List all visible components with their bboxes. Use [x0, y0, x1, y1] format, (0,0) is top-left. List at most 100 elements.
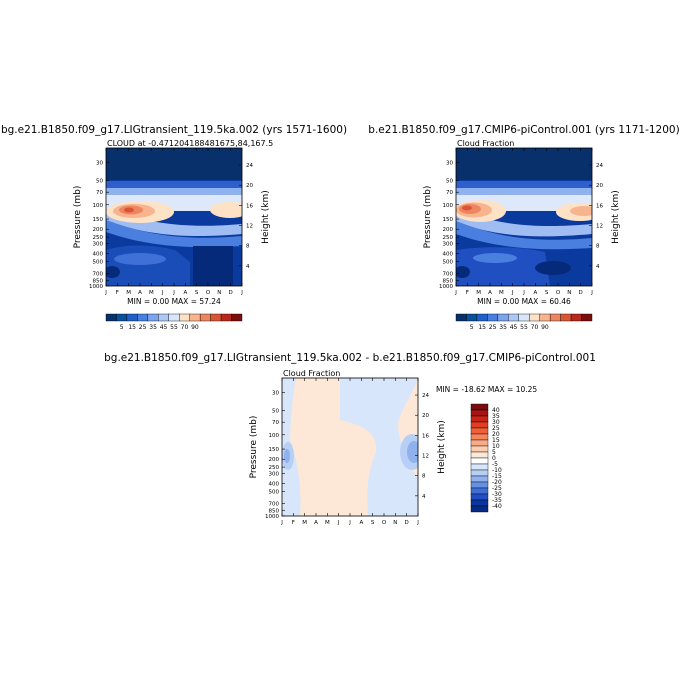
x-tick-label: M	[126, 290, 131, 296]
x-tick-label: A	[138, 290, 142, 296]
x-tick-label: N	[217, 290, 221, 296]
x-tick-label: J	[511, 290, 514, 296]
x-tick-label: J	[240, 290, 243, 296]
y-tick-label: 500	[93, 260, 104, 266]
y-tick-label: 200	[443, 227, 454, 233]
y-tick-label: 400	[443, 252, 454, 258]
stats-label: MIN = 0.00 MAX = 57.24	[127, 297, 221, 306]
contour-field	[282, 378, 418, 516]
y-tick-label: 1000	[89, 284, 103, 290]
colorbar-swatch	[231, 313, 243, 322]
colorbar-label: -40	[492, 503, 502, 510]
colorbar-swatch	[470, 415, 489, 423]
stats-label: MIN = 0.00 MAX = 60.46	[477, 297, 571, 306]
colorbar-label: -25	[492, 485, 502, 492]
colorbar-swatch	[470, 487, 489, 495]
colorbar-swatch	[497, 313, 509, 322]
x-tick-label: A	[183, 290, 187, 296]
colorbar-swatch	[470, 475, 489, 483]
colorbar-label: 25	[492, 425, 500, 432]
colorbar-label: 25	[489, 324, 497, 331]
y-axis-label: Pressure (mb)	[423, 186, 433, 249]
y2-tick-label: 12	[596, 224, 603, 230]
colorbar-swatch	[116, 313, 128, 322]
y-tick-label: 70	[96, 190, 103, 196]
colorbar-label: 70	[181, 324, 189, 331]
panel-title: bg.e21.B1850.f09_g17.LIGtransient_119.5k…	[1, 124, 347, 136]
colorbar-label: 40	[492, 407, 500, 414]
y-tick-label: 100	[269, 433, 280, 439]
colorbar-label: -15	[492, 473, 502, 480]
x-tick-label: F	[116, 290, 119, 296]
y-tick-label: 400	[93, 252, 104, 258]
colorbar-label: 35	[499, 324, 507, 331]
colorbar-swatch	[560, 313, 572, 322]
colorbar-swatch	[549, 313, 561, 322]
colorbar-swatch	[168, 313, 180, 322]
colorbar-label: 5	[470, 324, 474, 331]
colorbar-label: 15	[492, 437, 500, 444]
y-tick-label: 300	[269, 472, 280, 478]
y-tick-label: 100	[93, 203, 104, 209]
x-tick-label: O	[556, 290, 561, 296]
colorbar-label: 10	[492, 443, 500, 450]
axes-layer: J F M A M J J A S O N D J305070100150200250300400500…	[89, 148, 603, 526]
y2-tick-label: 24	[422, 393, 429, 399]
colorbar-swatch	[470, 445, 489, 453]
x-tick-label: M	[302, 520, 307, 526]
x-tick-label: J	[172, 290, 175, 296]
colorbar-abs-2: 5 15 25 35 45 55 70 90	[455, 313, 593, 331]
y-tick-label: 150	[93, 217, 104, 223]
x-tick-label: A	[359, 520, 363, 526]
y2-tick-label: 24	[596, 163, 603, 169]
colorbar-swatch	[220, 313, 232, 322]
x-tick-label: O	[382, 520, 387, 526]
colorbar-swatch	[470, 481, 489, 489]
colorbar-label: -10	[492, 467, 502, 474]
y2-tick-label: 20	[422, 413, 429, 419]
colorbar-swatch	[470, 499, 489, 507]
x-tick-label: J	[416, 520, 419, 526]
y2-tick-label: 24	[246, 163, 253, 169]
colorbar-swatch	[158, 313, 169, 322]
y2-tick-label: 16	[596, 203, 603, 209]
y2-tick-label: 20	[596, 183, 603, 189]
colorbar-swatch	[470, 469, 489, 477]
colorbar-swatch	[470, 505, 489, 513]
colorbar-swatch	[455, 313, 467, 322]
colorbar-swatch	[470, 439, 489, 447]
x-tick-label: J	[590, 290, 593, 296]
colorbar-label: 70	[531, 324, 539, 331]
y2-axis-label: Height (km)	[261, 190, 271, 244]
panel-title: bg.e21.B1850.f09_g17.LIGtransient_119.5k…	[104, 352, 596, 364]
x-tick-label: J	[104, 290, 107, 296]
colorbar-swatch	[529, 313, 540, 322]
colorbar-swatch	[508, 313, 519, 322]
colorbar-swatch	[470, 409, 489, 417]
y-tick-label: 250	[93, 235, 104, 241]
y-tick-label: 150	[269, 447, 280, 453]
y2-axis-label: Height (km)	[437, 420, 447, 474]
y2-tick-label: 12	[246, 224, 253, 230]
y-tick-label: 850	[93, 278, 104, 284]
y-tick-label: 30	[96, 160, 103, 166]
colorbar-swatch	[487, 313, 499, 322]
x-tick-label: O	[206, 290, 211, 296]
x-tick-label: J	[348, 520, 351, 526]
y2-tick-label: 8	[246, 244, 250, 250]
x-tick-label: M	[149, 290, 154, 296]
y2-tick-label: 20	[246, 183, 253, 189]
colorbar-swatch	[581, 313, 593, 322]
colorbar-swatch	[199, 313, 211, 322]
colorbars-layer: 5 15 25 35 45 55 70 90 5 15 25 35 45 55 70 904035302520…	[105, 313, 593, 513]
colorbar-label: 35	[492, 413, 500, 420]
colorbar-label: 15	[128, 324, 136, 331]
y2-axis-label: Height (km)	[611, 190, 621, 244]
colorbar-swatch	[179, 313, 190, 322]
colorbar-swatch	[147, 313, 159, 322]
colorbar-swatch	[570, 313, 582, 322]
x-tick-label: D	[405, 520, 409, 526]
